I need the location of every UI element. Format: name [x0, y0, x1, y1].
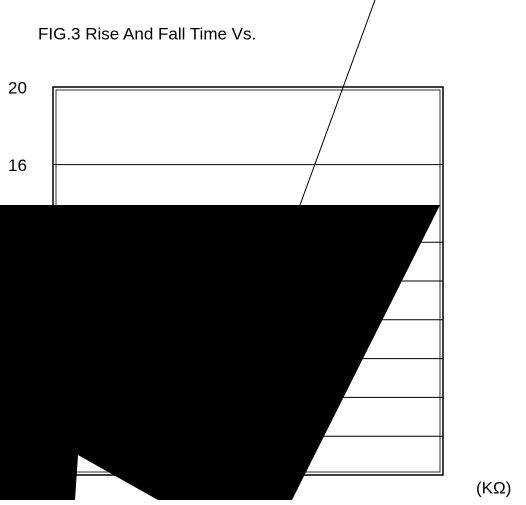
- y-tick-label: 16: [8, 156, 27, 175]
- leader-line: [299, 0, 376, 206]
- chart-title: FIG.3 Rise And Fall Time Vs.: [38, 24, 256, 43]
- x-axis-label: (KΩ): [476, 478, 511, 497]
- redaction: [0, 205, 440, 500]
- y-tick-label: 20: [8, 78, 27, 97]
